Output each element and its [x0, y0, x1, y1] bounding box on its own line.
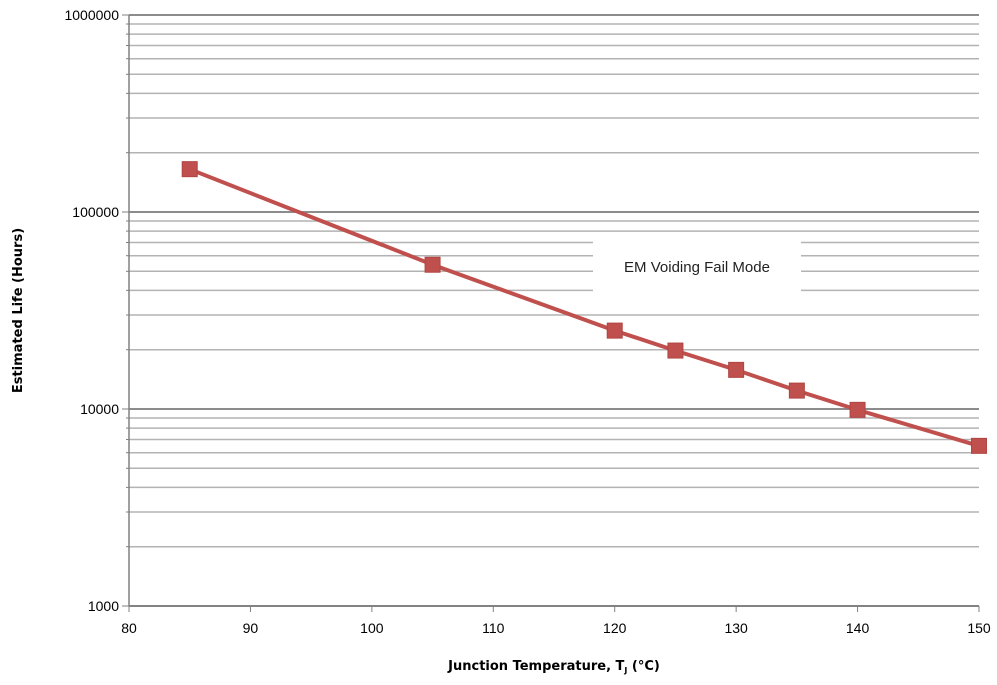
- y-tick-label: 10000: [80, 401, 119, 417]
- series-line: [188, 167, 980, 448]
- data-point: [849, 401, 866, 418]
- series: [181, 161, 987, 454]
- data-point: [971, 437, 987, 454]
- x-axis-title-main: Junction Temperature, T: [447, 659, 624, 674]
- data-point: [606, 322, 623, 339]
- annotation-box: EM Voiding Fail Mode: [593, 240, 801, 292]
- y-tick-label: 100000: [72, 204, 119, 220]
- annotation-text: EM Voiding Fail Mode: [624, 259, 770, 276]
- data-point: [728, 361, 745, 378]
- y-tick-label: 1000000: [64, 7, 119, 23]
- x-tick-label: 80: [121, 620, 137, 636]
- annotation-background: [593, 240, 801, 292]
- x-axis-title-subscript: J: [623, 666, 627, 675]
- data-point: [667, 342, 684, 359]
- x-tick-label: 140: [846, 620, 870, 636]
- y-tick-labels: 1000 10000 100000 1000000: [64, 7, 119, 614]
- y-axis-title: Estimated Life (Hours): [11, 228, 26, 393]
- data-point: [181, 161, 198, 178]
- x-tick-label: 110: [482, 620, 505, 636]
- data-point: [788, 382, 805, 399]
- x-tick-label: 150: [967, 620, 991, 636]
- data-point: [424, 256, 441, 273]
- x-tick-label: 90: [243, 620, 259, 636]
- x-tick-label: 100: [360, 620, 384, 636]
- x-axis-title-suffix: (°C): [627, 659, 659, 674]
- y-tick-label: 1000: [88, 598, 119, 614]
- x-axis-title: Junction Temperature, TJ (°C): [447, 659, 660, 675]
- x-tick-label: 120: [603, 620, 627, 636]
- axes: [122, 14, 980, 612]
- x-tick-labels: 80 90 100 110 120 130 140 150: [121, 620, 991, 636]
- x-tick-label: 130: [724, 620, 748, 636]
